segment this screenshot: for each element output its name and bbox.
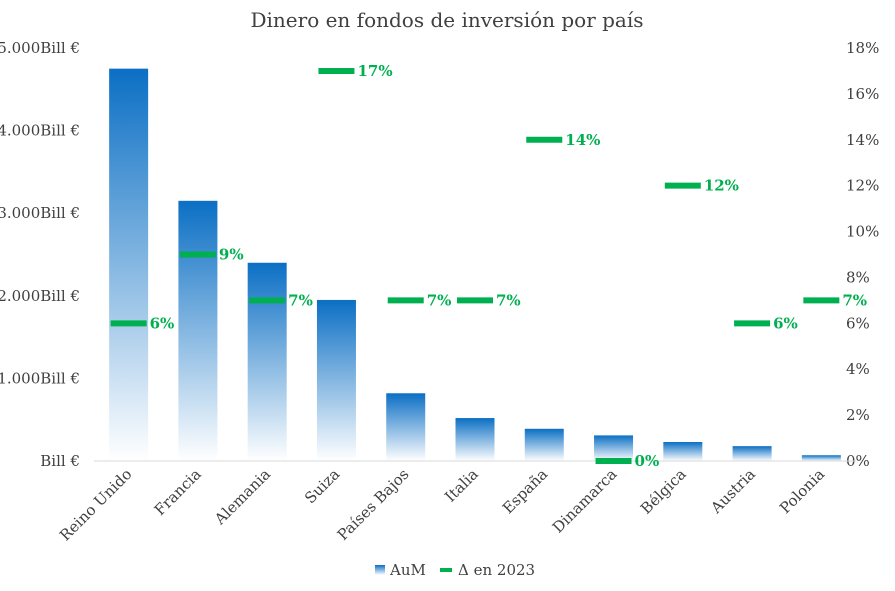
bar-aum [386,393,426,461]
right-tick-label: 6% [846,314,870,332]
left-tick-label: 3.000Bill € [0,204,80,222]
category-label: Dinamarca [549,465,621,537]
delta-data-label: 7% [288,291,313,309]
delta-data-label: 7% [496,291,521,309]
left-tick-label: 4.000Bill € [0,122,80,140]
category-label: Reino Unido [56,465,135,544]
right-tick-label: 14% [846,131,879,149]
bar-aum [524,428,564,461]
legend-aum-label: AuM [389,561,426,579]
bar-aum [247,262,287,461]
category-label: Países Bajos [334,465,413,544]
bar-aum [178,200,218,461]
delta-data-label: 6% [773,314,798,332]
right-tick-label: 18% [846,39,879,57]
category-label: Suiza [301,465,343,507]
left-tick-label: 5.000Bill € [0,39,80,57]
category-label: España [499,465,551,517]
legend-delta-label: Δ en 2023 [458,561,535,579]
right-tick-label: 16% [846,85,879,103]
chart-title: Dinero en fondos de inversión por país [250,8,643,32]
bar-aum [316,299,356,461]
delta-data-label: 7% [842,291,867,309]
delta-data-label: 0% [635,452,660,470]
right-tick-label: 10% [846,223,879,241]
bar-aum [801,455,841,461]
left-tick-label: 1.000Bill € [0,369,80,387]
delta-data-label: 17% [357,62,392,80]
delta-markers: 6% 9% 7% 17% 7% 7% 14% 0% 12% 6% 7% [110,62,867,470]
bar-aum [109,68,149,462]
bar-aum [663,442,703,461]
right-tick-label: 2% [846,406,870,424]
aum-bars [109,68,841,462]
delta-data-label: 12% [704,177,739,195]
category-label: Italia [441,465,482,506]
bar-aum [732,446,772,461]
right-tick-label: 4% [846,360,870,378]
legend-aum-swatch [375,565,385,575]
legend: AuM Δ en 2023 [375,561,535,579]
right-tick-label: 8% [846,268,870,286]
category-label: Austria [706,465,758,517]
left-tick-label: Bill € [40,452,80,470]
delta-data-label: 7% [427,291,452,309]
delta-data-label: 6% [150,314,175,332]
delta-data-label: 14% [565,131,600,149]
category-label: Alemania [210,465,274,529]
right-axis: 0% 2% 4% 6% 8% 10% 12% 14% 16% 18% [846,39,879,470]
left-axis: Bill € 1.000Bill € 2.000Bill € 3.000Bill € 4… [0,39,80,470]
right-tick-label: 0% [846,452,870,470]
category-label: Bélgica [637,465,690,518]
bar-aum [594,435,634,461]
left-tick-label: 2.000Bill € [0,287,80,305]
right-tick-label: 12% [846,177,879,195]
category-label: Polonia [776,465,828,517]
category-label: Francia [151,465,205,519]
bar-aum [455,418,495,461]
delta-data-label: 9% [219,246,244,264]
